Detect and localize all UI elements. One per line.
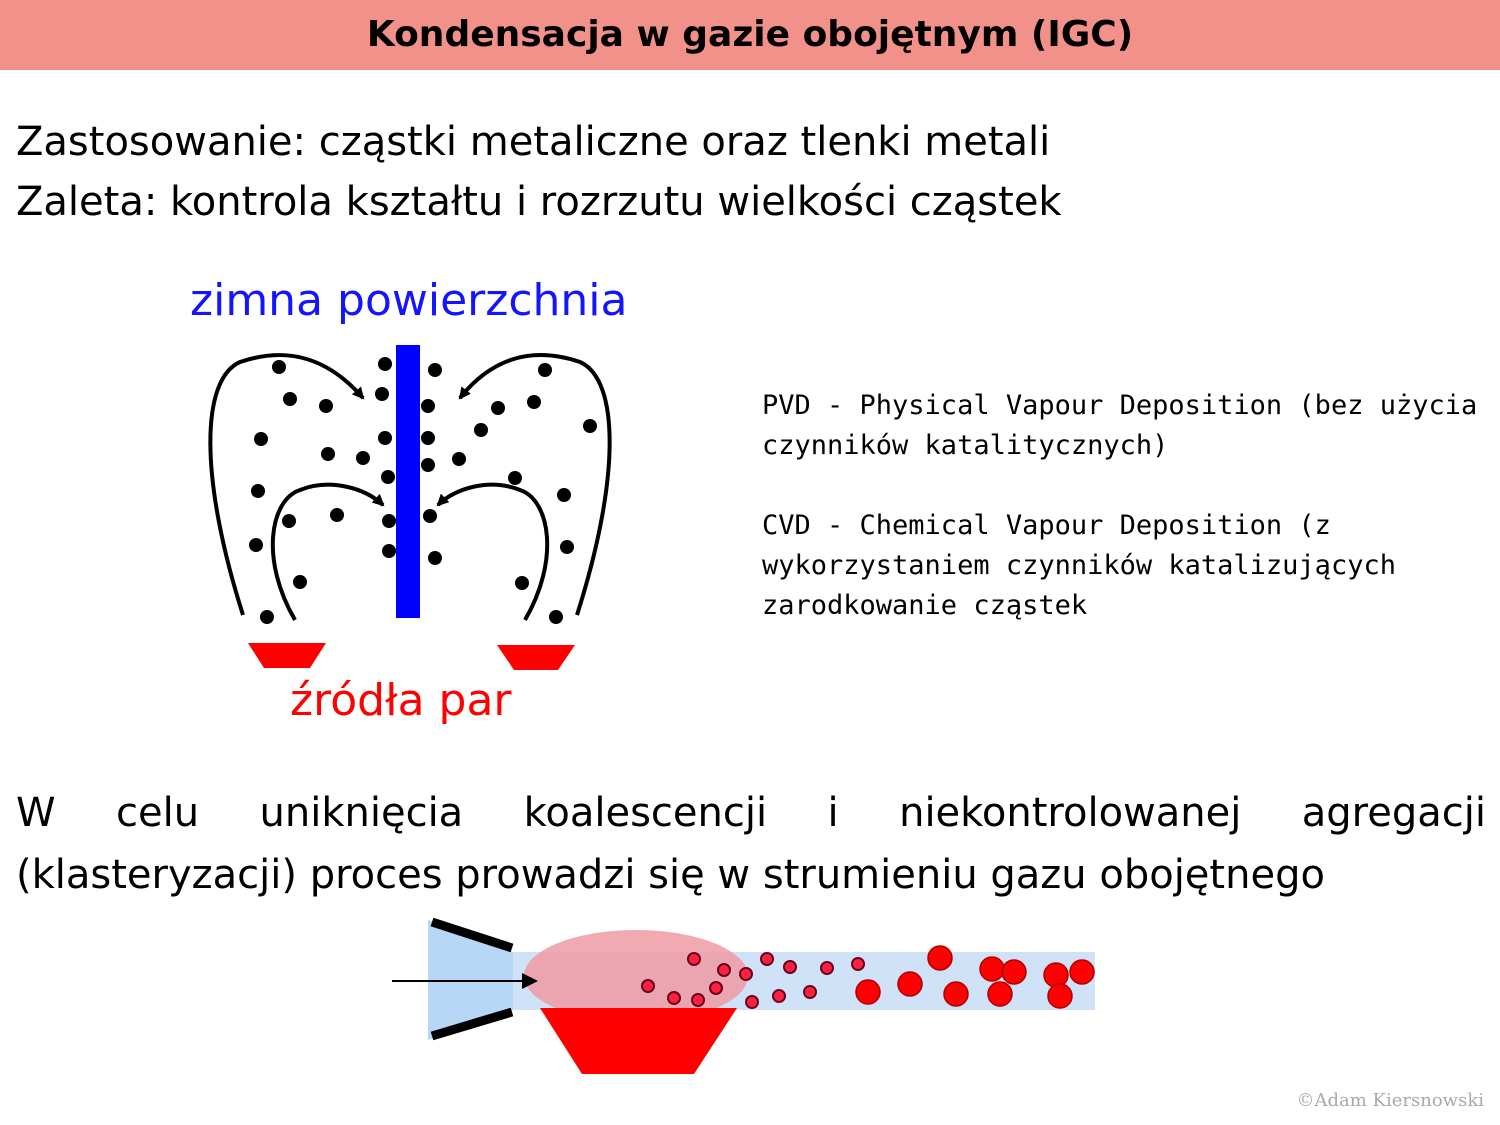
vapor-source-left: [248, 643, 326, 668]
cvd-note-line1: CVD - Chemical Vapour Deposition (z: [762, 510, 1331, 541]
cold-surface-label: zimna powierzchnia: [190, 275, 628, 326]
particles: [249, 357, 597, 624]
application-line: Zastosowanie: cząstki metaliczne oraz tl…: [16, 119, 1051, 165]
vapor-sources-label: źródła par: [290, 675, 512, 726]
pvd-note-line1: PVD - Physical Vapour Deposition (bez uż…: [762, 390, 1478, 421]
flow-arrow-inner-left: [270, 482, 385, 622]
body-line2: (klasteryzacji) proces prowadzi się w st…: [16, 852, 1325, 898]
body-word: i: [827, 790, 839, 836]
flow-arrow-outer-left: [208, 353, 365, 616]
body-word: celu: [116, 790, 200, 836]
deposition-notes: PVD - Physical Vapour Deposition (bez uż…: [762, 386, 1477, 626]
body-word: agregacji: [1301, 790, 1486, 836]
vapor-source-right: [497, 645, 575, 670]
pvd-note-line2: czynników katalitycznych): [762, 430, 1169, 461]
evaporation-crucible: [540, 1008, 737, 1074]
body-word: W: [16, 790, 56, 836]
body-line1: W celu uniknięcia koalescencji i niekont…: [16, 782, 1486, 844]
flow-arrow-inner-right: [436, 482, 550, 622]
cvd-note-line3: zarodkowanie cząstek: [762, 590, 1088, 621]
body-word: niekontrolowanej: [899, 790, 1242, 836]
small-particles: [641, 952, 865, 1009]
nozzle-edge-top: [430, 917, 514, 953]
cold-surface-bar: [396, 345, 420, 618]
body-paragraph: W celu uniknięcia koalescencji i niekont…: [16, 782, 1486, 906]
body-word: koalescencji: [523, 790, 768, 836]
gas-flow-diagram: [392, 917, 1095, 1074]
cvd-note-line2: wykorzystaniem czynników katalizujących: [762, 550, 1396, 581]
title-bar: Kondensacja w gazie obojętnym (IGC): [0, 0, 1500, 70]
copyright-text: ©Adam Kiersnowski: [1296, 1090, 1484, 1111]
advantage-line: Zaleta: kontrola kształtu i rozrzutu wie…: [16, 179, 1062, 225]
nozzle-edge-bottom: [430, 1007, 514, 1041]
intro-text: Zastosowanie: cząstki metaliczne oraz tl…: [16, 112, 1062, 232]
body-word: uniknięcia: [259, 790, 464, 836]
page-title: Kondensacja w gazie obojętnym (IGC): [366, 14, 1134, 55]
large-particles: [855, 945, 1095, 1009]
flow-arrow-outer-right: [458, 353, 612, 616]
